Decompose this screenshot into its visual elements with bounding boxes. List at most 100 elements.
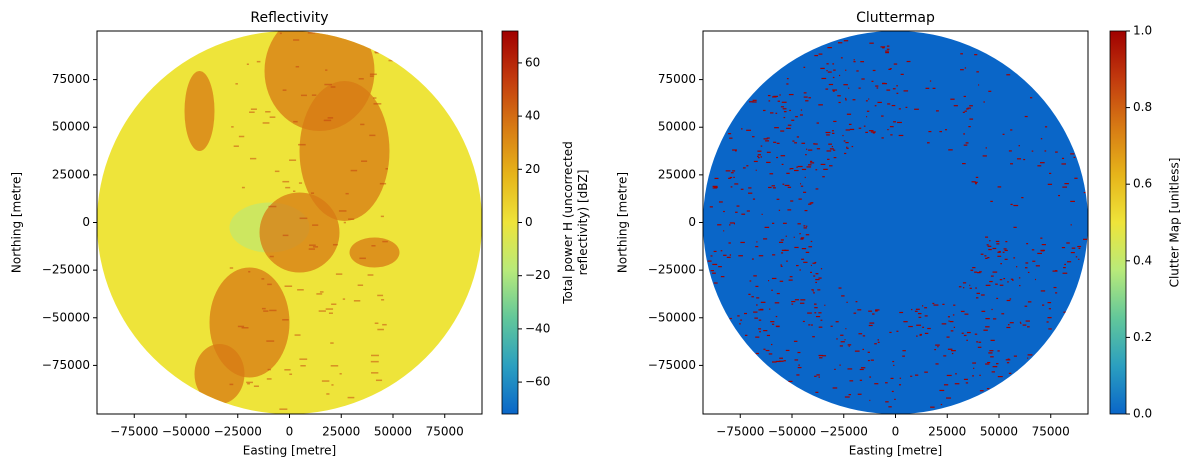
clutter-speck — [944, 129, 948, 131]
echo-speck — [266, 378, 272, 380]
clutter-speck — [911, 308, 913, 311]
echo-speck — [382, 240, 388, 243]
clutter-speck — [805, 154, 807, 156]
clutter-speck — [771, 222, 775, 224]
clutter-speck — [979, 390, 984, 392]
colorbar-tick-label: 40 — [525, 109, 540, 123]
clutter-speck — [1027, 301, 1032, 303]
clutter-speck — [845, 129, 851, 131]
echo-speck — [269, 309, 277, 312]
clutter-speck — [855, 301, 858, 303]
clutter-speck — [1027, 354, 1033, 356]
clutter-speck — [1055, 270, 1058, 272]
clutter-speck — [831, 145, 833, 148]
clutter-speck — [839, 364, 841, 366]
clutter-speck — [797, 366, 802, 369]
clutter-speck — [1003, 277, 1006, 280]
clutter-speck — [999, 284, 1004, 286]
clutter-speck — [1034, 278, 1037, 281]
clutter-speck — [866, 116, 868, 118]
clutter-speck — [799, 269, 801, 271]
clutter-speck — [1047, 302, 1052, 304]
clutter-speck — [875, 309, 880, 311]
clutter-speck — [1022, 324, 1027, 326]
clutter-speck — [1027, 357, 1029, 359]
clutter-speck — [752, 99, 757, 101]
echo-speck — [297, 289, 304, 291]
clutter-speck — [804, 176, 806, 179]
clutter-speck — [826, 63, 829, 65]
clutter-speck — [765, 140, 769, 142]
clutter-speck — [859, 368, 864, 371]
clutter-speck — [1031, 150, 1034, 152]
clutter-speck — [874, 105, 877, 107]
clutter-speck — [966, 339, 968, 341]
clutter-speck — [1007, 358, 1010, 360]
clutter-speck — [900, 73, 904, 75]
clutter-speck — [818, 354, 824, 357]
clutter-speck — [803, 96, 808, 98]
clutter-speck — [822, 176, 825, 178]
clutter-speck — [935, 344, 940, 346]
clutter-speck — [979, 271, 982, 273]
clutter-speck — [839, 345, 843, 347]
clutter-speck — [1070, 224, 1072, 226]
clutter-speck — [797, 351, 801, 354]
clutter-speck — [796, 374, 800, 376]
clutter-speck — [1073, 156, 1076, 159]
clutter-speck — [844, 152, 847, 155]
echo-speck — [266, 340, 275, 342]
clutter-speck — [827, 158, 830, 160]
y-tick-label: 50000 — [658, 120, 696, 134]
clutter-speck — [1061, 246, 1066, 249]
clutter-speck — [803, 261, 808, 263]
clutter-speck — [988, 90, 992, 92]
clutter-speck — [734, 183, 739, 185]
clutter-speck — [885, 52, 889, 54]
clutter-speck — [818, 277, 822, 279]
clutter-speck — [1046, 321, 1049, 323]
echo-speck — [375, 379, 383, 382]
clutter-speck — [999, 279, 1003, 281]
clutter-speck — [805, 100, 809, 102]
echo-speck — [370, 360, 379, 363]
clutter-speck — [1010, 278, 1014, 280]
clutter-speck — [992, 247, 997, 250]
clutter-speck — [842, 134, 844, 137]
clutter-speck — [768, 100, 771, 102]
echo-speck — [371, 354, 379, 357]
clutter-speck — [780, 130, 785, 132]
echo-speck — [246, 381, 253, 384]
clutter-speck — [740, 188, 744, 190]
clutter-speck — [709, 206, 713, 208]
clutter-speck — [877, 101, 882, 104]
clutter-speck — [868, 324, 873, 327]
clutter-speck — [826, 134, 830, 136]
clutter-speck — [831, 130, 834, 132]
echo-speck — [361, 160, 368, 162]
clutter-speck — [798, 198, 802, 200]
echo-speck — [369, 75, 374, 77]
clutter-speck — [828, 143, 833, 145]
clutter-speck — [843, 84, 848, 86]
echo-region — [299, 81, 390, 221]
clutter-speck — [946, 374, 952, 377]
clutter-speck — [990, 200, 993, 203]
y-axis-label: Northing [metre] — [616, 172, 630, 273]
clutter-speck — [891, 104, 896, 107]
clutter-speck — [814, 143, 818, 145]
clutter-speck — [825, 88, 829, 90]
colorbar-tick-label: −40 — [525, 321, 550, 335]
clutter-speck — [932, 302, 935, 305]
clutter-speck — [928, 130, 932, 133]
clutter-speck — [739, 323, 741, 325]
clutter-speck — [712, 187, 718, 189]
echo-speck — [350, 169, 358, 172]
clutter-speck — [790, 200, 794, 202]
clutter-speck — [927, 327, 931, 330]
clutter-speck — [941, 323, 947, 325]
colorbar-tick-label: −60 — [525, 375, 550, 389]
clutter-speck — [786, 172, 790, 174]
clutter-speck — [894, 398, 896, 400]
echo-speck — [300, 94, 307, 97]
